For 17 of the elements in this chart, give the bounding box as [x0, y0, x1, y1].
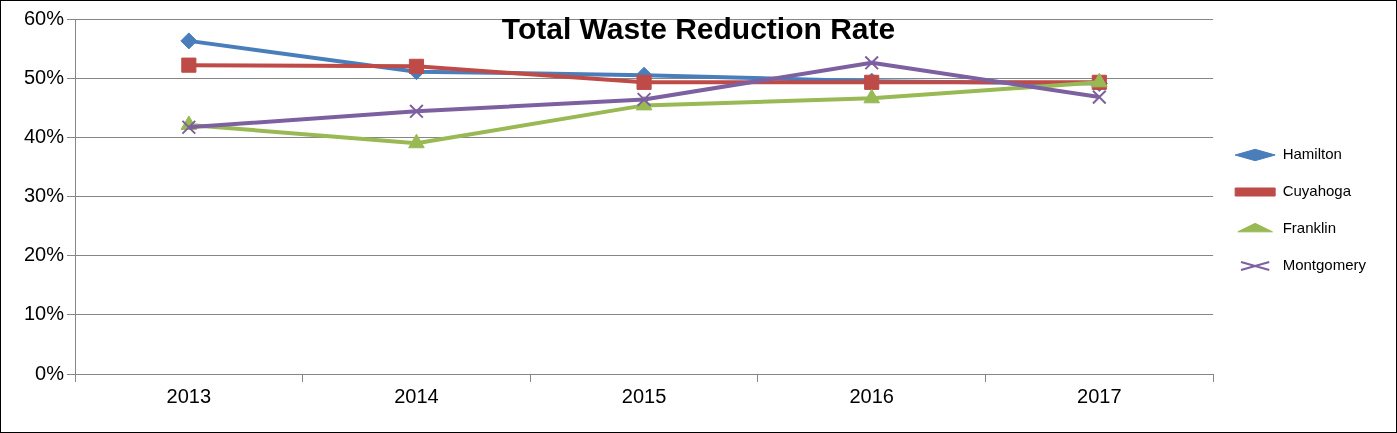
- x-tick-label: 2014: [394, 384, 439, 407]
- y-tick-label: 10%: [24, 302, 65, 325]
- legend-label: Cuyahoga: [1282, 182, 1352, 200]
- x-tick-label: 2017: [1077, 384, 1122, 407]
- y-tick-label: 30%: [24, 184, 65, 207]
- legend-label: Franklin: [1282, 219, 1336, 237]
- y-tick-label: 0%: [35, 361, 65, 384]
- y-tick-label: 20%: [24, 243, 65, 266]
- x-tick-label: 2016: [849, 384, 894, 407]
- legend-label: Montgomery: [1282, 256, 1367, 274]
- y-tick-label: 60%: [24, 6, 65, 29]
- x-tick-label: 2013: [166, 384, 212, 407]
- y-tick-label: 40%: [24, 124, 65, 147]
- legend-label: Hamilton: [1282, 145, 1342, 163]
- chart-title: Total Waste Reduction Rate: [501, 12, 896, 46]
- x-tick-label: 2015: [621, 384, 667, 407]
- y-tick-label: 50%: [24, 65, 65, 88]
